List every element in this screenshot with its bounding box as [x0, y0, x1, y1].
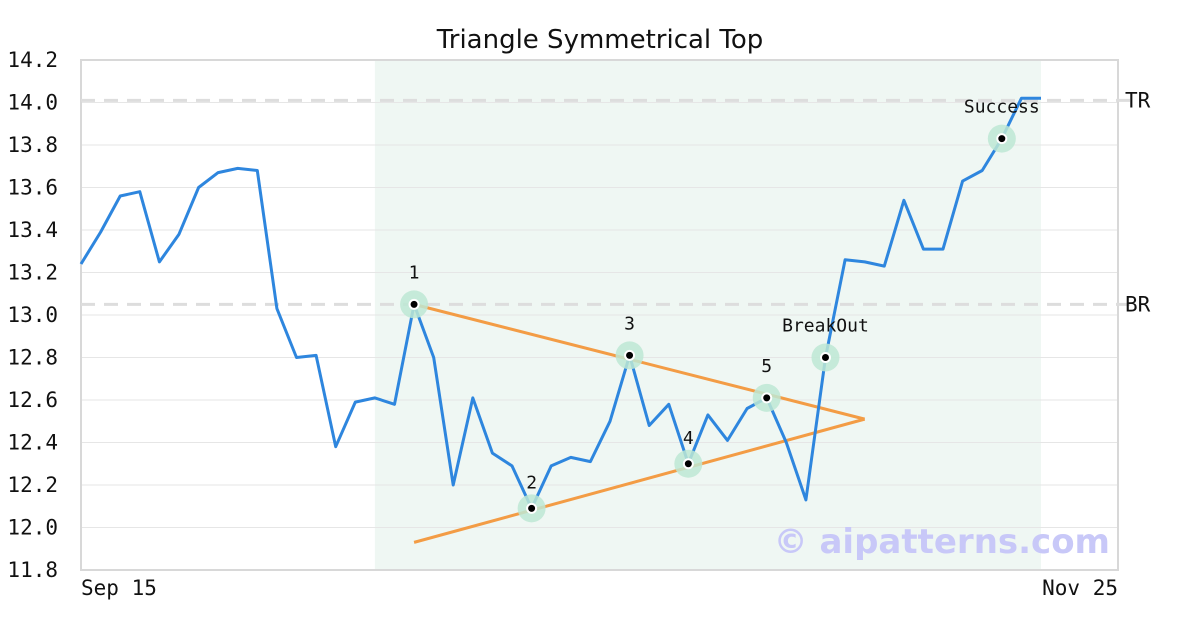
point-label-1: 1 [409, 262, 420, 283]
reference-label-tr: TR [1125, 88, 1151, 112]
point-label-4: 4 [683, 428, 694, 449]
point-label-success: Success [964, 97, 1040, 118]
x-tick-end: Nov 25 [1042, 576, 1118, 600]
y-tick-label: 13.8 [7, 133, 58, 157]
reference-label-br: BR [1125, 292, 1151, 316]
point-label-5: 5 [761, 356, 772, 377]
y-tick-label: 13.6 [7, 176, 58, 200]
y-tick-label: 12.2 [7, 473, 58, 497]
y-tick-label: 12.0 [7, 516, 58, 540]
point-label-2: 2 [526, 472, 537, 493]
y-tick-label: 13.0 [7, 303, 58, 327]
y-tick-label: 14.2 [7, 48, 58, 72]
y-tick-label: 11.8 [7, 558, 58, 582]
y-tick-label: 12.6 [7, 388, 58, 412]
y-tick-label: 13.4 [7, 218, 58, 242]
point-marker-2 [526, 502, 538, 514]
price-series-line [79, 96, 1041, 510]
lower-trendline [413, 417, 866, 544]
point-marker-4 [682, 458, 694, 470]
y-tick-label: 12.8 [7, 346, 58, 370]
point-marker-1 [408, 298, 420, 310]
point-marker-breakout [819, 352, 831, 363]
point-marker-success [996, 133, 1008, 145]
point-label-breakout: BreakOut [782, 316, 869, 337]
x-tick-start: Sep 15 [81, 576, 157, 600]
y-tick-label: 14.0 [7, 91, 58, 115]
point-marker-5 [761, 392, 773, 404]
y-tick-label: 13.2 [7, 261, 58, 285]
chart-title: Triangle Symmetrical Top [436, 25, 764, 55]
y-tick-label: 12.4 [7, 431, 58, 455]
watermark: © aipatterns.com [774, 522, 1110, 562]
point-marker-3 [624, 349, 636, 361]
point-label-3: 3 [624, 313, 635, 334]
plot-frame [80, 59, 1119, 571]
